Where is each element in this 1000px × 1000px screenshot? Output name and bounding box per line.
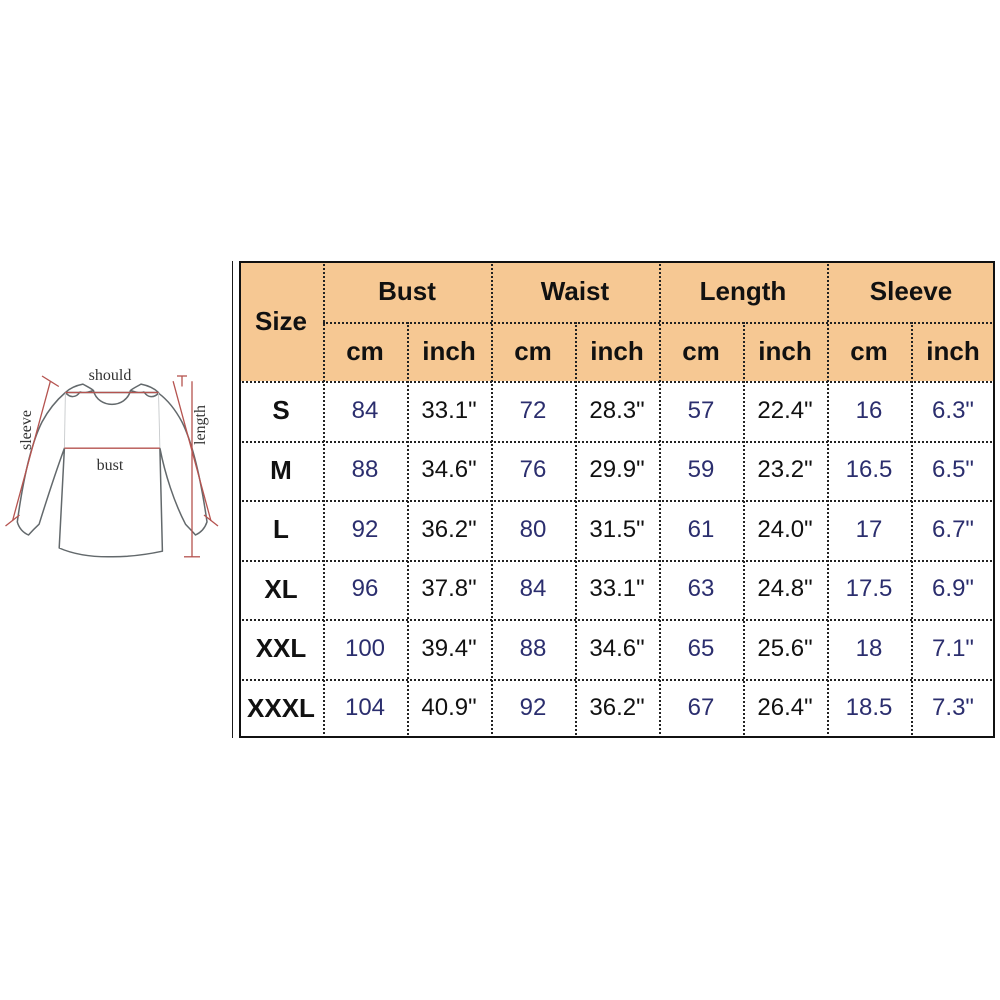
svg-text:length: length <box>192 405 209 445</box>
svg-text:sleeve: sleeve <box>18 410 35 450</box>
svg-text:bust: bust <box>97 457 124 474</box>
svg-text:should: should <box>89 367 132 384</box>
